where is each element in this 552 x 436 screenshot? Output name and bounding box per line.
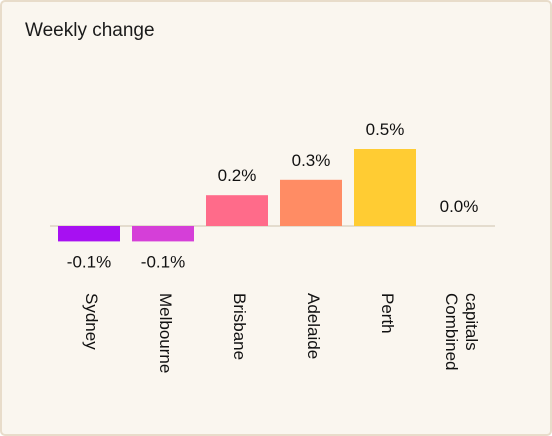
value-label: 0.2% (218, 166, 257, 185)
bar (280, 179, 342, 226)
value-label: -0.1% (141, 252, 185, 271)
category-label: Brisbane (230, 293, 249, 361)
bar (132, 226, 194, 242)
category-label: Sydney (82, 293, 101, 350)
value-label: 0.5% (366, 120, 405, 139)
chart-title: Weekly change (25, 20, 155, 41)
value-label: -0.1% (67, 252, 111, 271)
value-label: 0.0% (440, 197, 479, 216)
bar (354, 149, 416, 226)
category-label: Perth (378, 293, 397, 334)
category-label: Combined capitals (442, 293, 481, 371)
category-label: Melbourne (156, 293, 175, 374)
bar (206, 195, 268, 226)
category-label: Adelaide (304, 293, 323, 360)
value-label: 0.3% (292, 151, 331, 170)
bar (58, 226, 120, 242)
